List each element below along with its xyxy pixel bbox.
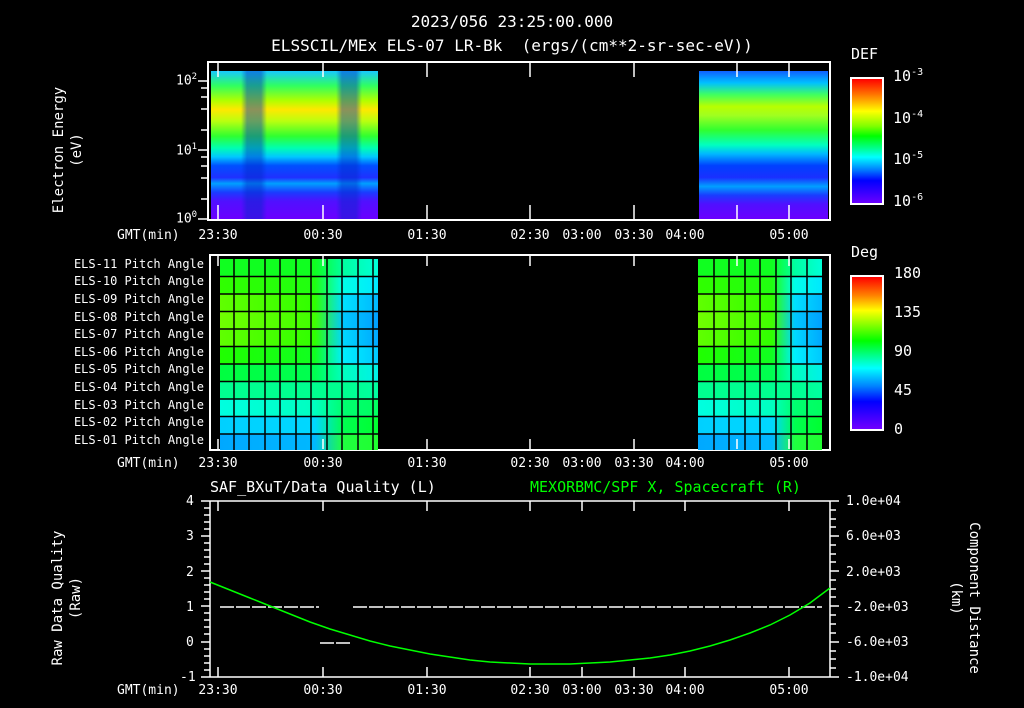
def-colorbar <box>850 77 884 205</box>
energy-xtick: 02:30 <box>510 228 550 243</box>
quality-ylabel-right: Component Distance (km) <box>948 522 982 674</box>
quality-ytick-right: 2.0e+03 <box>846 565 901 580</box>
pitch-angle-panel[interactable] <box>209 254 831 451</box>
energy-spectrogram-data-2 <box>699 71 828 219</box>
energy-ytick-1: 100 <box>176 210 198 227</box>
quality-title-left: SAF_BXuT/Data Quality (L) <box>210 478 436 496</box>
pitch-xtick: 03:00 <box>562 456 602 471</box>
quality-ytick-right: 1.0e+04 <box>846 494 901 509</box>
deg-colorbar-title: Deg <box>851 243 879 261</box>
pitch-row-label: ELS-02 Pitch Angle <box>73 415 204 429</box>
pitch-xtick: 00:30 <box>303 456 343 471</box>
quality-xtick: 23:30 <box>198 683 238 698</box>
pitch-grid-lines <box>220 259 822 450</box>
pitch-xaxis-label: GMT(min) <box>117 456 180 471</box>
quality-xaxis-label: GMT(min) <box>117 683 180 698</box>
quality-ytick-left: 3 <box>186 529 194 544</box>
pitch-xtick: 04:00 <box>665 456 705 471</box>
deg-colorbar-tick: 45 <box>894 381 913 399</box>
pitch-xtick: 01:30 <box>407 456 447 471</box>
quality-xtick: 00:30 <box>303 683 343 698</box>
pitch-row-label: ELS-08 Pitch Angle <box>73 310 204 324</box>
def-colorbar-tick: 10-3 <box>893 67 924 85</box>
deg-colorbar-tick: 0 <box>894 420 904 438</box>
quality-xtick: 01:30 <box>407 683 447 698</box>
quality-xtick: 05:00 <box>769 683 809 698</box>
quality-xtick: 03:30 <box>614 683 654 698</box>
energy-spectrogram-panel[interactable] <box>207 61 831 221</box>
quality-ytick-right: -6.0e+03 <box>846 635 909 650</box>
quality-ytick-right: -1.0e+04 <box>846 670 909 685</box>
def-colorbar-tick: 10-6 <box>893 192 924 210</box>
quality-xtick: 02:30 <box>510 683 550 698</box>
pitch-row-label: ELS-01 Pitch Angle <box>73 433 204 447</box>
def-colorbar-tick: 10-5 <box>893 150 924 168</box>
pitch-row-label: ELS-04 Pitch Angle <box>73 380 204 394</box>
energy-xaxis-label: GMT(min) <box>117 228 180 243</box>
pitch-row-label: ELS-09 Pitch Angle <box>73 292 204 306</box>
pitch-angle-grid <box>217 256 822 450</box>
pitch-xtick: 23:30 <box>198 456 238 471</box>
quality-title-right: MEXORBMC/SPF X, Spacecraft (R) <box>530 478 801 496</box>
pitch-xtick: 05:00 <box>769 456 809 471</box>
product-subtitle: ELSSCIL/MEx ELS-07 LR-Bk (ergs/(cm**2-sr… <box>271 36 753 55</box>
quality-ytick-left: 0 <box>186 635 194 650</box>
energy-xtick: 05:00 <box>769 228 809 243</box>
energy-ytick-100: 102 <box>176 72 198 89</box>
energy-xtick: 03:00 <box>562 228 602 243</box>
energy-spectrogram-data-1 <box>211 71 378 219</box>
energy-xtick: 03:30 <box>614 228 654 243</box>
energy-panel-ticks <box>217 63 790 219</box>
energy-xtick: 01:30 <box>407 228 447 243</box>
energy-ylabel: Electron Energy (eV) <box>51 86 85 214</box>
quality-ytick-left: 2 <box>186 565 194 580</box>
pitch-xtick: 02:30 <box>510 456 550 471</box>
energy-xtick: 04:00 <box>665 228 705 243</box>
pitch-row-label: ELS-05 Pitch Angle <box>73 362 204 376</box>
energy-xtick: 23:30 <box>198 228 238 243</box>
energy-ytick-10: 101 <box>176 142 198 159</box>
energy-spectrogram-texture-1 <box>211 71 378 219</box>
deg-colorbar-tick: 180 <box>894 264 922 282</box>
spf-x-series <box>209 581 831 665</box>
quality-ytick-left: -1 <box>180 670 196 685</box>
pitch-row-label: ELS-03 Pitch Angle <box>73 398 204 412</box>
timestamp-title: 2023/056 23:25:00.000 <box>410 12 614 31</box>
quality-ylabel-left: Raw Data Quality (Raw) <box>50 530 84 666</box>
deg-colorbar-tick: 90 <box>894 342 913 360</box>
quality-xtick: 03:00 <box>562 683 602 698</box>
quality-ytick-right: 6.0e+03 <box>846 529 901 544</box>
data-quality-series <box>220 606 822 644</box>
deg-colorbar <box>850 275 884 431</box>
def-colorbar-tick: 10-4 <box>893 109 924 127</box>
pitch-row-label: ELS-07 Pitch Angle <box>73 327 204 341</box>
pitch-row-label: ELS-06 Pitch Angle <box>73 345 204 359</box>
pitch-row-label: ELS-10 Pitch Angle <box>73 274 204 288</box>
pitch-panel-ticks <box>217 256 790 449</box>
quality-ytick-left: 4 <box>186 494 194 509</box>
quality-ytick-right: -2.0e+03 <box>846 600 909 615</box>
energy-xtick: 00:30 <box>303 228 343 243</box>
pitch-data-region-1 <box>220 259 378 450</box>
quality-axes <box>201 500 839 678</box>
def-colorbar-title: DEF <box>851 45 879 63</box>
pitch-xtick: 03:30 <box>614 456 654 471</box>
quality-ytick-left: 1 <box>186 600 194 615</box>
pitch-row-label: ELS-11 Pitch Angle <box>73 257 204 271</box>
quality-xtick: 04:00 <box>665 683 705 698</box>
deg-colorbar-tick: 135 <box>894 303 922 321</box>
